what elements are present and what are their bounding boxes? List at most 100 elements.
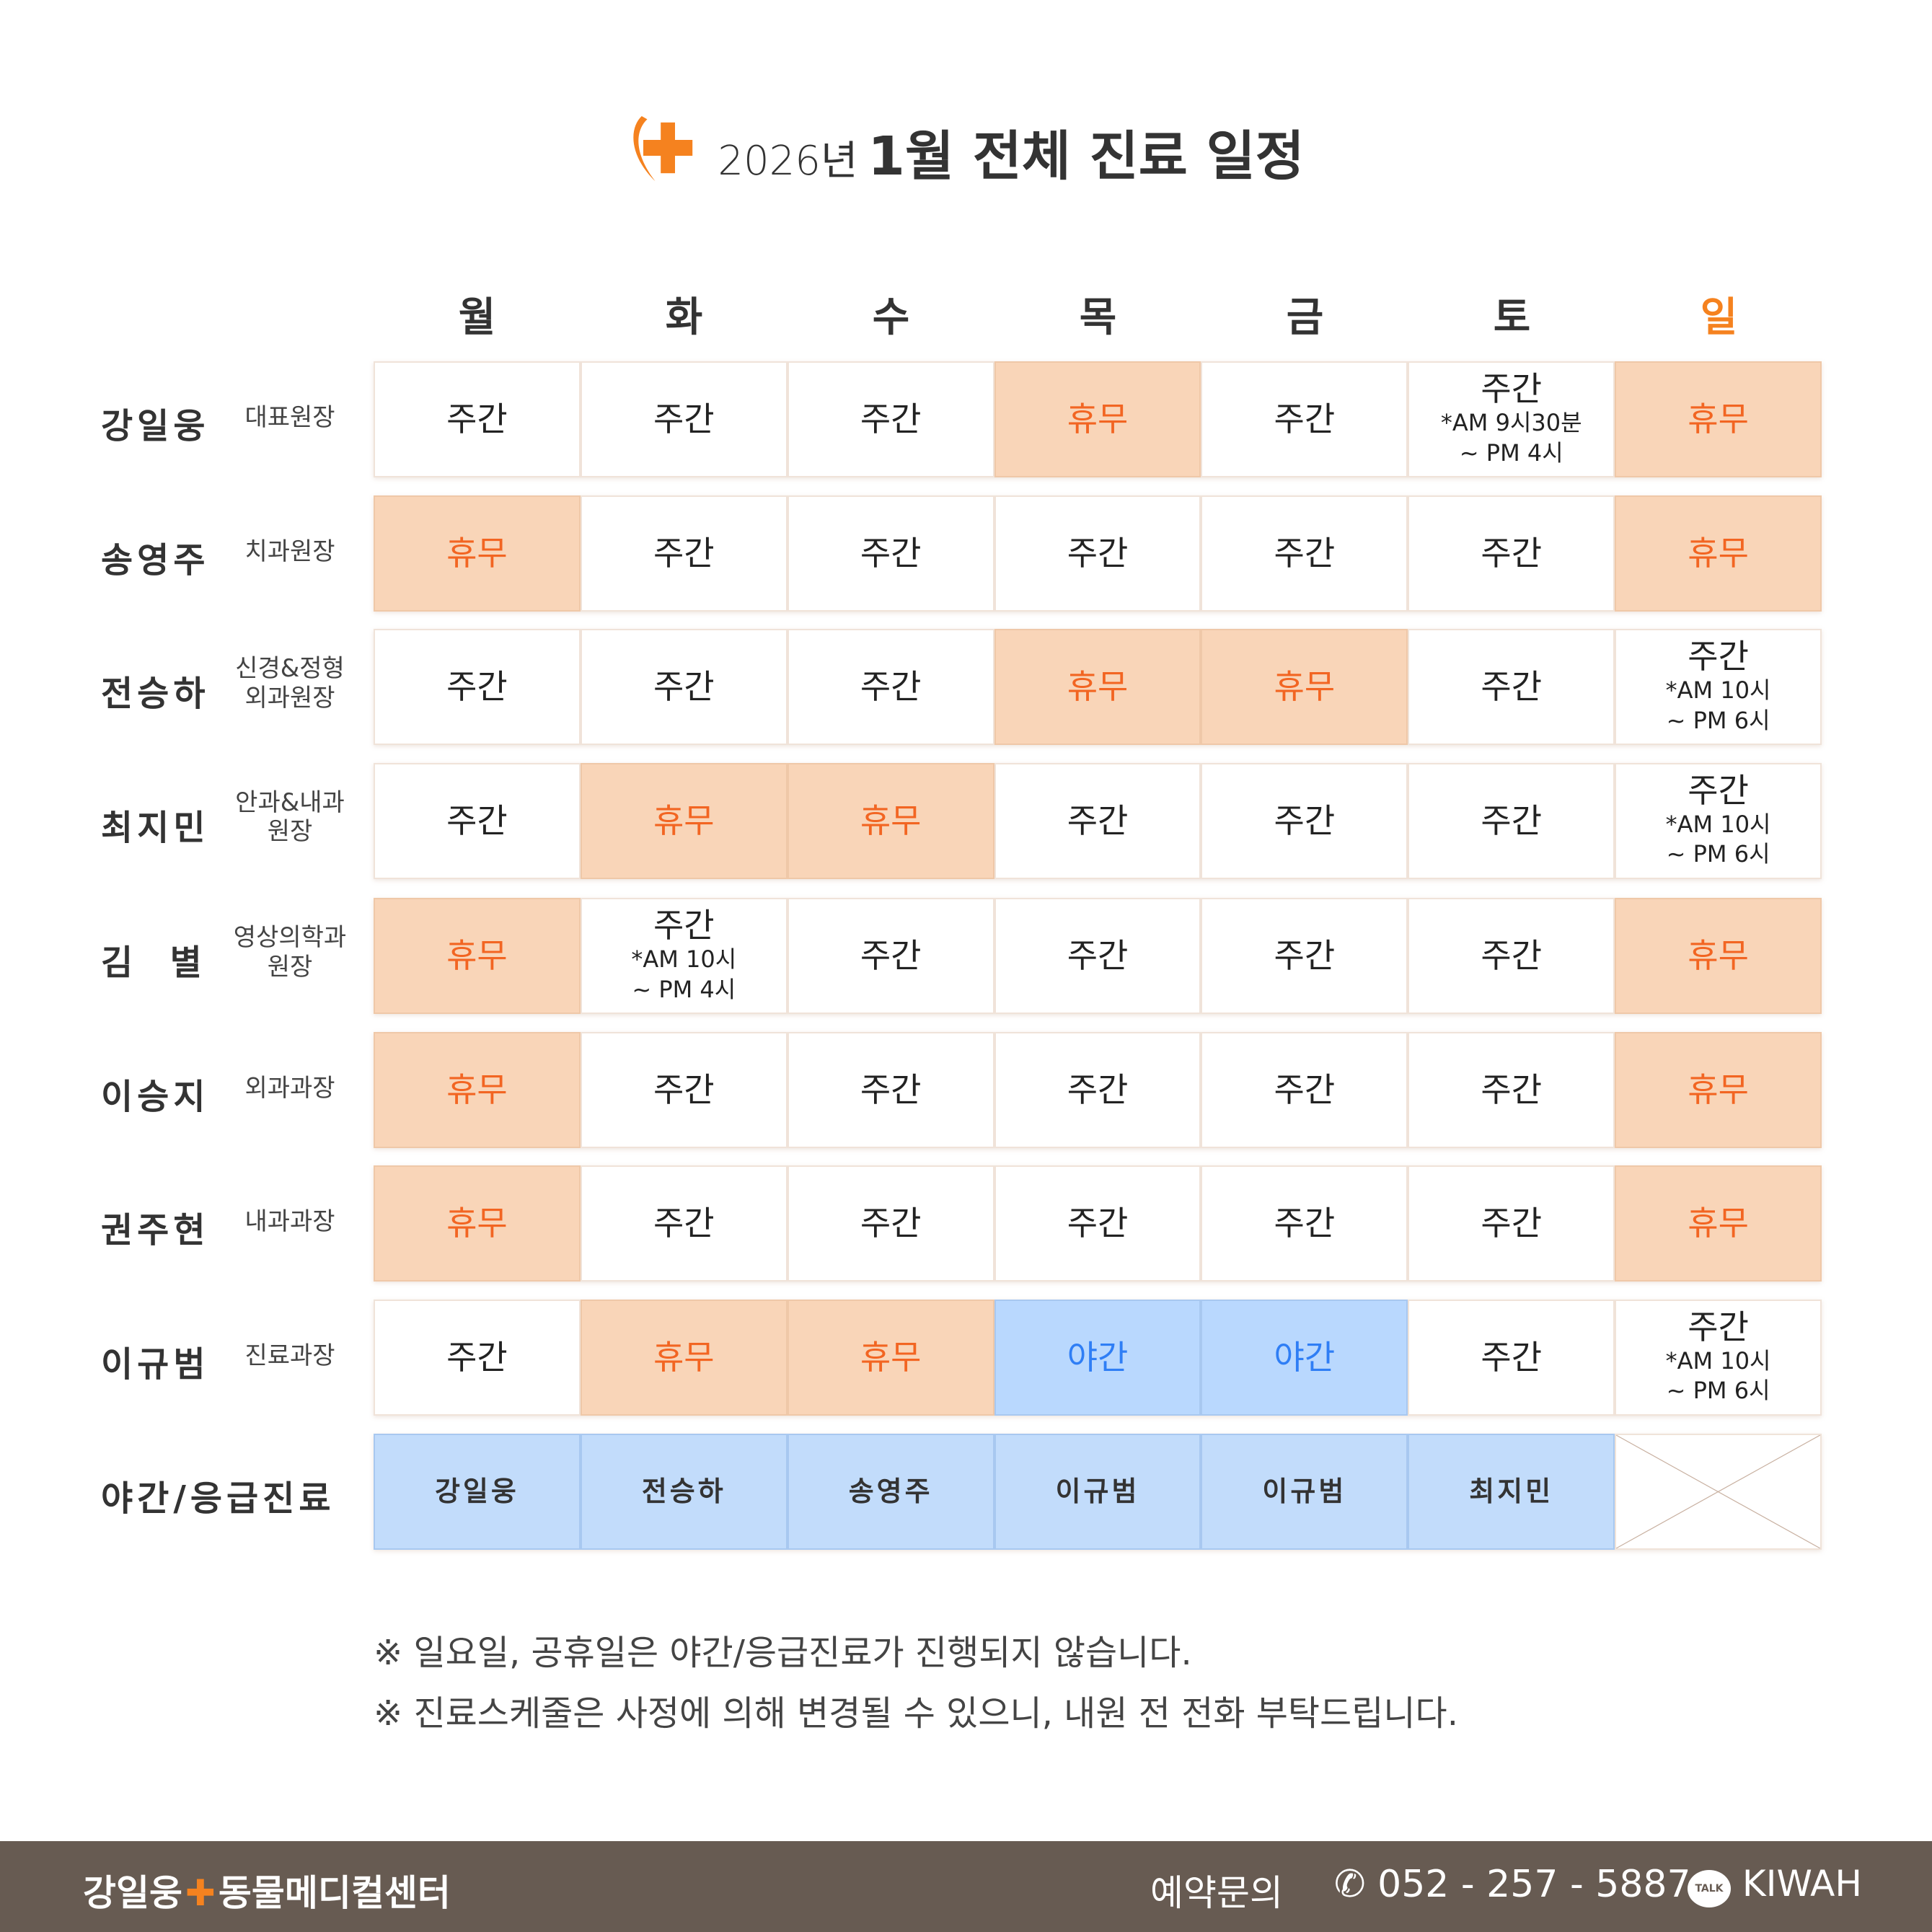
brand-right: 동물메디컬센터 [218,1872,451,1914]
page-title: 2026년 1월 전체 진료 일정 [0,108,1932,190]
shift-hours: *AM 10시 [631,945,737,974]
shift-label: 주간 [1274,936,1336,976]
shift-label: 휴무 [446,1204,508,1243]
doctor-role: 대표원장 [244,403,335,432]
schedule-cell: 휴무 [580,1299,788,1416]
schedule-cell: 휴무 [994,629,1201,745]
schedule-cell: 주간 *AM 10시 ~ PM 6시 [1615,1299,1822,1416]
doctor-name: 권주현 [101,1210,210,1250]
shift-hours: ~ PM 6시 [1666,1377,1770,1405]
shift-label: 휴무 [860,1337,922,1377]
doctor-name: 최지민 [101,807,210,848]
night-doctor-cell: 송영주 [787,1434,994,1550]
shift-label: 휴무 [446,533,508,573]
shift-label: 주간 [1481,667,1543,707]
schedule-cell: 주간 [787,361,994,477]
day-header: 수 [872,294,910,341]
shift-label: 휴무 [1274,667,1336,707]
title-main: 1월 전체 진료 일정 [868,125,1305,188]
schedule-cell: 야간 [994,1299,1201,1416]
day-header: 토 [1493,294,1531,341]
shift-label: 주간 [653,1069,715,1109]
schedule-cell: 주간 [1201,762,1408,879]
schedule-cell: 야간 [1201,1299,1408,1416]
shift-label: 주간 [446,667,508,707]
schedule-cell: 주간 *AM 10시 ~ PM 6시 [1615,629,1822,745]
shift-label: 주간 [653,906,715,945]
doctor-name: 전승하 [101,674,210,714]
schedule-row: 주간 휴무 휴무 야간 야간 주간 주간 *AM 10시 ~ PM 6시 [374,1299,1822,1416]
shift-label: 주간 [446,800,508,840]
footer-brand: 강일웅✚동물메디컬센터 [83,1864,451,1916]
kakaotalk-id: KIWAH [1742,1863,1862,1905]
shift-label: 주간 [1481,369,1543,409]
shift-label: 주간 [1067,1204,1129,1243]
schedule-cell: 주간 *AM 10시 ~ PM 6시 [1615,762,1822,879]
shift-label: 주간 [1481,800,1543,840]
schedule-cell: 주간 [787,1165,994,1282]
schedule-cell: 주간 [580,1165,788,1282]
schedule-row: 주간 주간 주간 휴무 휴무 주간 주간 *AM 10시 ~ PM 6시 [374,629,1822,745]
shift-label: 주간 [653,400,715,439]
shift-label: 주간 [653,1204,715,1243]
schedule-cell: 휴무 [374,495,581,612]
doctor-name: 이승지 [101,1076,210,1117]
shift-label: 주간 [1481,1337,1543,1377]
doctor-role: 치과원장 [244,537,335,566]
shift-label: 휴무 [1688,400,1749,439]
schedule-cell: 주간 [994,898,1201,1014]
shift-label: 주간 [1481,1069,1543,1109]
shift-label: 휴무 [446,936,508,976]
shift-label: 야간 [1274,1337,1336,1377]
night-label: 야간/응급진료 [101,1478,335,1519]
night-doctor-cell: 전승하 [580,1434,788,1550]
doctor-role: 신경&정형 외과원장 [235,654,345,713]
shift-label: 주간 [860,936,922,976]
schedule-cell: 주간 [787,629,994,745]
shift-label: 주간 [1274,533,1336,573]
day-header: 금 [1286,294,1324,341]
shift-label: 주간 [860,400,922,439]
shift-label: 주간 [653,667,715,707]
shift-label: 주간 [1481,1204,1543,1243]
doctor-role: 안과&내과 원장 [235,788,345,847]
schedule-cell: 휴무 [1615,1165,1822,1282]
phone-link[interactable]: ✆ 052 - 257 - 5887 [1334,1863,1691,1906]
schedule-cell: 주간 [374,762,581,879]
shift-label: 주간 [1274,400,1336,439]
shift-label: 휴무 [860,800,922,840]
schedule-row: 휴무 주간 주간 주간 주간 주간 휴무 [374,495,1822,612]
shift-hours: ~ PM 4시 [632,975,736,1003]
shift-label: 주간 [1688,1307,1749,1346]
shift-label: 휴무 [1688,936,1749,976]
schedule-cell: 휴무 [374,1165,581,1282]
schedule-cell: 휴무 [1615,898,1822,1014]
kakaotalk-link[interactable]: TALK KIWAH [1688,1863,1862,1907]
shift-label: 휴무 [1688,1204,1749,1243]
night-doctor-cell: 강일웅 [374,1434,581,1550]
phone-number: 052 - 257 - 5887 [1377,1863,1691,1906]
doctor-role: 진료과장 [244,1341,335,1370]
phone-icon: ✆ [1334,1863,1378,1906]
schedule-cell: 주간 [787,495,994,612]
schedule-cell: 주간 [787,898,994,1014]
shift-hours: *AM 10시 [1665,810,1771,838]
schedule-cell: 주간 [1408,762,1615,879]
schedule-cell: 휴무 [994,361,1201,477]
shift-label: 주간 [1067,936,1129,976]
schedule-cell: 휴무 [374,898,581,1014]
shift-label: 주간 [1067,1069,1129,1109]
schedule-cell: 주간 [1408,1165,1615,1282]
night-doctor-cell: 이규범 [994,1434,1201,1550]
night-row: 강일웅 전승하 송영주 이규범 이규범 최지민 [374,1434,1822,1550]
shift-label: 야간 [1067,1337,1129,1377]
shift-label: 휴무 [1688,533,1749,573]
schedule-cell: 주간 [374,361,581,477]
shift-label: 주간 [1274,1069,1336,1109]
schedule-cell: 주간 [374,1299,581,1416]
schedule-cell: 휴무 [787,762,994,879]
shift-hours: ~ PM 4시 [1459,438,1563,467]
shift-label: 주간 [1067,800,1129,840]
schedule-cell: 주간 [1408,898,1615,1014]
shift-label: 주간 [860,667,922,707]
